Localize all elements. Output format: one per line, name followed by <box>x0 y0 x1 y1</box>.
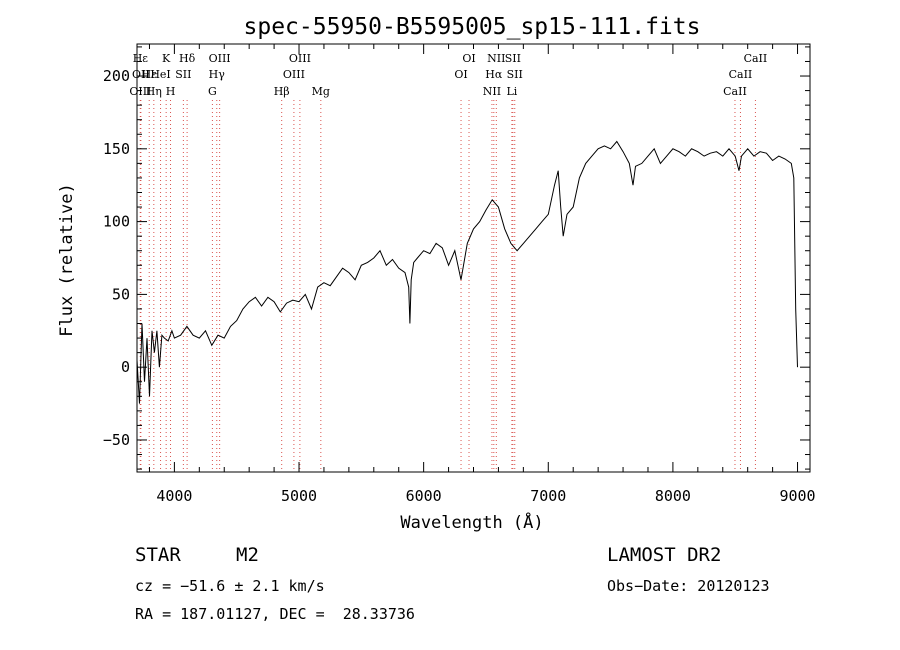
subclass-label: M2 <box>236 544 259 566</box>
survey-label: LAMOST DR2 <box>607 544 722 566</box>
line-label-13: Hβ <box>274 85 290 98</box>
line-label-12: G <box>208 85 217 98</box>
line-label-24: Li <box>506 85 517 98</box>
line-label-18: OI <box>462 52 475 65</box>
line-label-23: SII <box>507 68 523 81</box>
x-axis-label: Wavelength (Å) <box>400 511 543 533</box>
line-label-0: Hε <box>133 52 149 65</box>
y-tick-label-1: 0 <box>121 358 130 376</box>
line-label-15: OIII <box>289 52 311 65</box>
line-label-1: OII <box>132 68 150 81</box>
y-tick-label-3: 100 <box>103 213 130 231</box>
line-label-8: SII <box>175 68 191 81</box>
spectrum-series <box>136 140 798 404</box>
line-label-27: CaII <box>744 52 768 65</box>
line-label-25: CaII <box>723 85 747 98</box>
coords-label: RA = 187.01127, DEC = 28.33736 <box>135 605 415 623</box>
line-label-17: OI <box>454 68 467 81</box>
x-tick-label-0: 4000 <box>156 487 192 505</box>
x-tick-label-3: 7000 <box>530 487 566 505</box>
x-tick-label-1: 5000 <box>281 487 317 505</box>
y-tick-label-5: 200 <box>103 67 130 85</box>
line-label-22: SII <box>505 52 521 65</box>
axes: 4000 5000 6000 7000 8000 9000 −50 0 50 100 150 200 <box>103 43 816 505</box>
x-tick-label-4: 8000 <box>655 487 691 505</box>
line-label-20: NII <box>487 52 505 65</box>
line-label-16: Mg <box>312 85 330 98</box>
line-label-9: Hδ <box>179 52 196 65</box>
y-tick-label-4: 150 <box>103 140 130 158</box>
line-label-6: H <box>166 85 176 98</box>
y-tick-label-0: −50 <box>103 431 130 449</box>
class-label: STAR <box>135 544 181 566</box>
line-label-19: NII <box>483 85 501 98</box>
line-label-7: HeI <box>150 68 170 81</box>
line-label-21: Hα <box>485 68 503 81</box>
x-tick-label-2: 6000 <box>406 487 442 505</box>
line-label-4: Hη <box>146 85 162 98</box>
line-label-14: OIII <box>283 68 305 81</box>
line-label-11: Hγ <box>209 68 226 81</box>
y-tick-label-2: 50 <box>112 285 130 303</box>
x-tick-label-5: 9000 <box>779 487 815 505</box>
line-label-5: K <box>162 52 171 65</box>
chart-title: spec-55950-B5595005_sp15-111.fits <box>244 14 701 40</box>
redshift-label: cz = −51.6 ± 2.1 km/s <box>135 577 325 595</box>
obs-date-label: Obs−Date: 20120123 <box>607 577 770 595</box>
y-axis-label: Flux (relative) <box>57 183 77 337</box>
line-label-10: OIII <box>209 52 231 65</box>
spectrum-line <box>136 140 798 404</box>
line-label-2: OIII <box>129 85 151 98</box>
line-label-3: Hε <box>142 68 158 81</box>
line-label-26: CaII <box>729 68 753 81</box>
